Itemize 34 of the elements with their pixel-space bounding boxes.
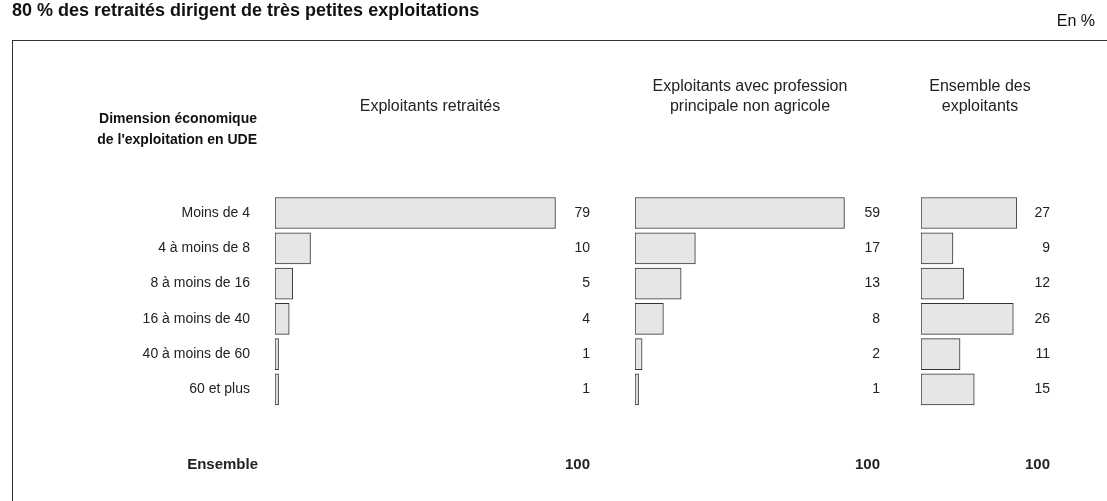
y-axis-title: Dimension économique de l'exploitation en UDE: [96, 109, 257, 149]
data-label: 11: [1035, 344, 1051, 361]
data-label: 1: [872, 380, 881, 397]
data-label: 5: [582, 274, 591, 291]
data-label: 1: [582, 380, 591, 397]
data-label: 26: [1034, 309, 1051, 326]
data-label: 2: [872, 344, 881, 361]
chart-title: Exploitants avec profession principale non agricole: [651, 76, 849, 116]
chart-title: Exploitants retraités: [358, 96, 502, 116]
y-tick-label: Moins de 4: [181, 203, 251, 220]
y-tick-label: 60 et plus: [189, 380, 250, 397]
data-label: 1: [582, 344, 591, 361]
text: Ensemble: [187, 455, 258, 473]
text: 100: [854, 455, 880, 473]
text: 100: [564, 455, 590, 473]
text: 80 % des retraités dirigent de très petites exploitations: [12, 0, 480, 21]
data-label: 8: [872, 309, 881, 326]
data-label: 10: [574, 239, 591, 256]
y-tick-label: 40 à moins de 60: [142, 344, 251, 361]
data-label: 59: [864, 203, 881, 220]
data-label: 15: [1034, 380, 1051, 397]
data-label: 9: [1042, 239, 1051, 256]
data-label: 4: [582, 309, 591, 326]
data-label: 17: [864, 239, 881, 256]
data-label: 27: [1034, 203, 1051, 220]
text: 100: [1024, 455, 1050, 473]
data-label: 12: [1034, 274, 1051, 291]
data-label: 13: [864, 274, 881, 291]
y-tick-label: 4 à moins de 8: [158, 239, 251, 256]
y-tick-label: 16 à moins de 40: [142, 309, 251, 326]
data-label: 79: [574, 203, 591, 220]
y-tick-label: 8 à moins de 16: [150, 274, 251, 291]
chart-title: Ensemble des exploitants: [928, 76, 1032, 116]
text: En %: [1056, 12, 1095, 30]
